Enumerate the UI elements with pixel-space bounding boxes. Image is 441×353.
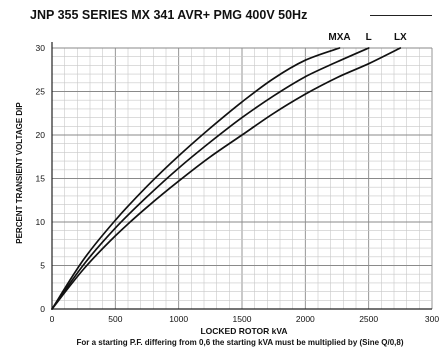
x-tick-label: 500 [108,314,122,324]
x-tick-label: 2000 [296,314,315,324]
series-label-mxa: MXA [328,32,350,43]
y-tick-label: 30 [36,43,46,53]
series-label-l: L [366,32,372,43]
series-line-l [51,47,370,310]
x-tick-label: 0 [50,314,55,324]
y-axis-label: PERCENT TRANSIENT VOLTAGE DIP [15,102,24,244]
series-line-mxa [51,47,341,310]
y-tick-label: 0 [40,304,45,314]
x-tick-label: 1000 [169,314,188,324]
x-tick-label: 2500 [359,314,378,324]
grid [51,47,433,310]
y-tick-label: 10 [36,217,46,227]
y-tick-label: 25 [36,87,46,97]
y-tick-label: 15 [36,174,46,184]
y-tick-label: 20 [36,130,46,140]
y-tick-label: 5 [40,261,45,271]
x-tick-label: 300 [425,314,439,324]
series-lines [51,47,402,310]
series-labels: MXA L LX [328,32,407,43]
axes [51,42,432,310]
chart-title: JNP 355 SERIES MX 341 AVR+ PMG 400V 50Hz [30,8,308,22]
title-rule [370,15,432,16]
series-label-lx: LX [394,32,407,43]
x-tick-label: 1500 [233,314,252,324]
x-axis-label: LOCKED ROTOR kVA [200,326,287,336]
series-line-lx [51,47,402,310]
footnote: For a starting P.F. differing from 0,6 t… [76,338,403,347]
